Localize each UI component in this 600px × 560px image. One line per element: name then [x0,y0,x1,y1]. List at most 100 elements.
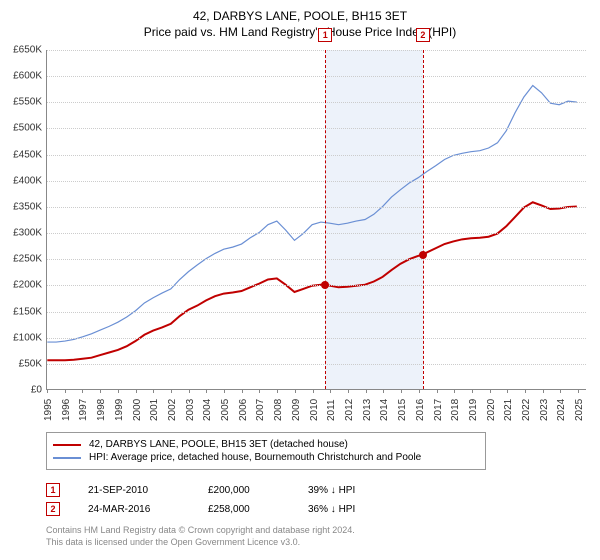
transaction-date: 24-MAR-2016 [88,504,208,515]
y-axis-label: £600K [13,71,47,82]
legend-swatch [53,444,81,446]
x-axis-label: 2007 [255,399,266,421]
x-axis-label: 2025 [574,399,585,421]
chart-container: 42, DARBYS LANE, POOLE, BH15 3ET Price p… [0,0,600,560]
x-tick [65,389,66,393]
x-axis-label: 2016 [415,399,426,421]
x-axis-label: 2021 [503,399,514,421]
x-tick [578,389,579,393]
series-property [47,202,577,360]
chart-title: 42, DARBYS LANE, POOLE, BH15 3ET [0,0,600,25]
transaction-row: 1 21-SEP-2010£200,00039% ↓ HPI [46,483,566,497]
x-tick [82,389,83,393]
transaction-date: 21-SEP-2010 [88,485,208,496]
gridline [47,207,586,208]
transaction-row-marker: 2 [46,502,60,516]
x-axis-label: 2011 [326,399,337,421]
x-axis-label: 2010 [309,399,320,421]
legend-row: HPI: Average price, detached house, Bour… [53,452,479,463]
transaction-price: £258,000 [208,504,308,515]
x-tick [454,389,455,393]
series-hpi [47,85,577,342]
gridline [47,259,586,260]
gridline [47,50,586,51]
x-axis-label: 2024 [556,399,567,421]
x-tick [259,389,260,393]
x-axis-label: 2022 [521,399,532,421]
gridline [47,128,586,129]
x-tick [206,389,207,393]
x-tick [189,389,190,393]
plot-area: £0£50K£100K£150K£200K£250K£300K£350K£400… [46,50,586,390]
x-tick [472,389,473,393]
y-axis-label: £550K [13,97,47,108]
gridline [47,181,586,182]
x-tick [118,389,119,393]
x-axis-label: 2002 [167,399,178,421]
y-axis-label: £150K [13,306,47,317]
x-axis-label: 2015 [397,399,408,421]
x-axis-label: 2020 [486,399,497,421]
legend-label: 42, DARBYS LANE, POOLE, BH15 3ET (detach… [89,439,348,450]
x-tick [153,389,154,393]
y-axis-label: £0 [31,385,47,396]
transaction-marker: 2 [416,28,430,42]
transaction-price: £200,000 [208,485,308,496]
transactions-table: 1 21-SEP-2010£200,00039% ↓ HPI 2 24-MAR-201… [46,478,566,521]
x-axis-label: 2005 [220,399,231,421]
x-axis-label: 2001 [149,399,160,421]
transaction-vline [325,50,326,389]
x-tick [277,389,278,393]
footer-line-1: Contains HM Land Registry data © Crown c… [46,525,355,537]
x-axis-label: 1998 [96,399,107,421]
x-tick [100,389,101,393]
x-tick [136,389,137,393]
x-axis-label: 2006 [238,399,249,421]
gridline [47,76,586,77]
data-point [321,281,329,289]
x-tick [437,389,438,393]
x-tick [419,389,420,393]
x-tick [348,389,349,393]
x-tick [525,389,526,393]
x-tick [560,389,561,393]
x-tick [171,389,172,393]
y-axis-label: £100K [13,332,47,343]
x-tick [313,389,314,393]
transaction-vline [423,50,424,389]
x-axis-label: 1997 [78,399,89,421]
y-axis-label: £650K [13,45,47,56]
x-tick [401,389,402,393]
y-axis-label: £350K [13,201,47,212]
transaction-pct: 39% ↓ HPI [308,485,408,496]
x-tick [507,389,508,393]
y-axis-label: £250K [13,254,47,265]
gridline [47,338,586,339]
y-axis-label: £50K [19,358,47,369]
x-axis-label: 2018 [450,399,461,421]
gridline [47,155,586,156]
x-axis-label: 2003 [185,399,196,421]
gridline [47,102,586,103]
footer-line-2: This data is licensed under the Open Gov… [46,537,355,549]
y-axis-label: £400K [13,175,47,186]
y-axis-label: £500K [13,123,47,134]
x-axis-label: 2008 [273,399,284,421]
x-tick [295,389,296,393]
x-axis-label: 2017 [433,399,444,421]
x-axis-label: 2012 [344,399,355,421]
x-tick [490,389,491,393]
x-axis-label: 2019 [468,399,479,421]
gridline [47,285,586,286]
transaction-row-marker: 1 [46,483,60,497]
legend-swatch [53,457,81,459]
gridline [47,364,586,365]
x-axis-label: 2000 [132,399,143,421]
x-tick [543,389,544,393]
gridline [47,312,586,313]
x-tick [47,389,48,393]
x-axis-label: 1996 [61,399,72,421]
transaction-pct: 36% ↓ HPI [308,504,408,515]
x-axis-label: 2009 [291,399,302,421]
y-axis-label: £450K [13,149,47,160]
